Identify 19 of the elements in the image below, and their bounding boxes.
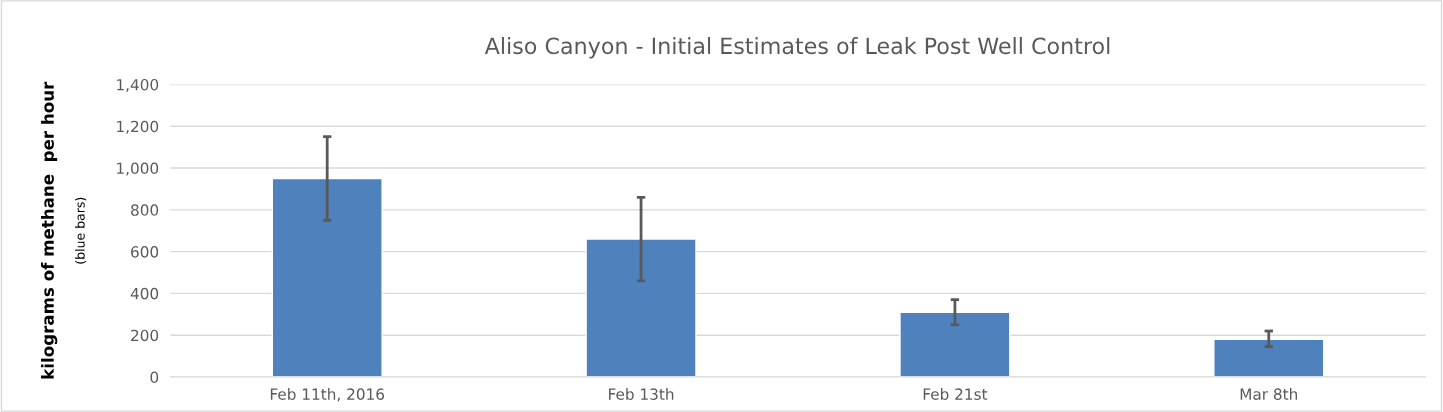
x-tick-label: Feb 21st [923,388,988,400]
bar [1213,338,1325,377]
y-tick-label: 1,000 [117,162,159,176]
y-tick-label: 400 [130,287,159,300]
y-axis-title: kilograms of methane per hour [41,81,58,379]
text: (blue bars) [75,197,87,264]
y-tick-label: 800 [131,204,159,216]
bar [585,238,697,377]
bar [271,177,383,377]
y-tick-label: 600 [131,246,159,258]
x-tick-label: Feb 13th [609,388,674,400]
bar [899,311,1011,377]
y-tick-label: 1,400 [117,78,159,93]
y-tick-label: 200 [131,329,159,342]
y-tick-label: 0 [150,371,159,383]
x-tick-label: Mar 8th [1240,388,1297,400]
chart-title: Aliso Canyon - Initial Estimates of Leak Post Well Control [484,37,1110,59]
y-tick-label: 1,200 [117,120,159,134]
x-tick-label: Feb 11th, 2016 [270,388,385,402]
